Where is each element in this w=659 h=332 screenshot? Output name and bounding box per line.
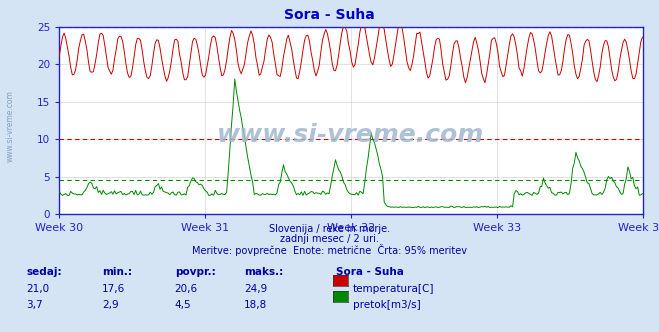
Text: Sora - Suha: Sora - Suha: [336, 267, 404, 277]
Text: maks.:: maks.:: [244, 267, 283, 277]
Text: zadnji mesec / 2 uri.: zadnji mesec / 2 uri.: [280, 234, 379, 244]
Text: 18,8: 18,8: [244, 300, 267, 310]
Text: min.:: min.:: [102, 267, 132, 277]
Text: Meritve: povprečne  Enote: metrične  Črta: 95% meritev: Meritve: povprečne Enote: metrične Črta:…: [192, 244, 467, 256]
Text: www.si-vreme.com: www.si-vreme.com: [217, 124, 484, 147]
Text: 3,7: 3,7: [26, 300, 43, 310]
Text: www.si-vreme.com: www.si-vreme.com: [5, 90, 14, 162]
Text: sedaj:: sedaj:: [26, 267, 62, 277]
Text: 4,5: 4,5: [175, 300, 191, 310]
Text: 2,9: 2,9: [102, 300, 119, 310]
Text: 24,9: 24,9: [244, 284, 267, 294]
Text: temperatura[C]: temperatura[C]: [353, 284, 434, 294]
Text: 21,0: 21,0: [26, 284, 49, 294]
Text: 20,6: 20,6: [175, 284, 198, 294]
Text: 17,6: 17,6: [102, 284, 125, 294]
Text: povpr.:: povpr.:: [175, 267, 215, 277]
Text: Sora - Suha: Sora - Suha: [284, 8, 375, 22]
Text: pretok[m3/s]: pretok[m3/s]: [353, 300, 420, 310]
Text: Slovenija / reke in morje.: Slovenija / reke in morje.: [269, 224, 390, 234]
